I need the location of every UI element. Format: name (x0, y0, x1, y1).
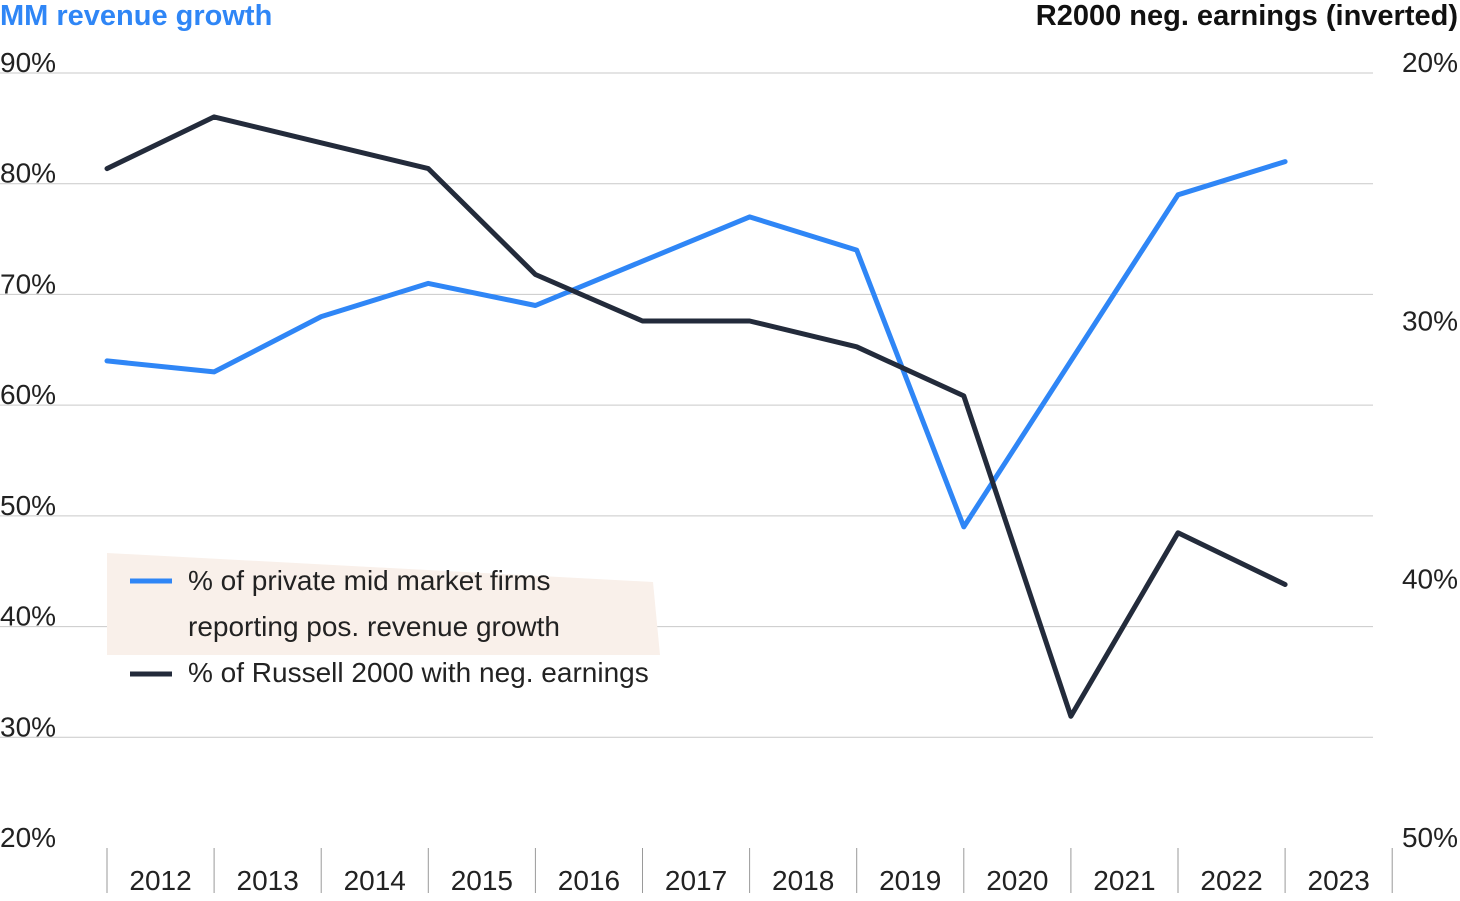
x-tick-label: 2012 (129, 865, 191, 896)
series-line (104, 114, 1288, 719)
left-axis-ticks: 90% 80% 70% 60% 50% 40% 30% 20% (0, 47, 56, 853)
legend-label: % of Russell 2000 with neg. earnings (188, 657, 649, 688)
left-axis-title: MM revenue growth (0, 0, 273, 32)
x-tick-label: 2021 (1093, 865, 1155, 896)
right-tick-label: 40% (1402, 564, 1458, 595)
x-tick-label: 2023 (1308, 865, 1370, 896)
legend-label: reporting pos. revenue growth (188, 611, 560, 642)
left-tick-label: 20% (0, 822, 56, 853)
x-tick-label: 2019 (879, 865, 941, 896)
left-tick-label: 30% (0, 711, 56, 742)
left-tick-label: 60% (0, 379, 56, 410)
x-tick-label: 2020 (986, 865, 1048, 896)
legend-label: % of private mid market firms (188, 565, 551, 596)
legend: % of private mid market firms reporting p… (107, 553, 660, 688)
x-tick-label: 2013 (237, 865, 299, 896)
left-tick-label: 50% (0, 490, 56, 521)
x-tick-label: 2018 (772, 865, 834, 896)
left-tick-label: 90% (0, 47, 56, 78)
left-tick-label: 40% (0, 601, 56, 632)
x-tick-label: 2014 (344, 865, 406, 896)
x-tick-label: 2015 (451, 865, 513, 896)
right-tick-label: 50% (1402, 822, 1458, 853)
x-tick-label: 2016 (558, 865, 620, 896)
legend-background (107, 553, 660, 655)
right-tick-label: 20% (1402, 47, 1458, 78)
series-lines (104, 114, 1288, 719)
left-tick-label: 70% (0, 268, 56, 299)
right-axis-ticks: 20% 30% 40% 50% (1402, 47, 1458, 853)
x-axis: 2012 2013 2014 2015 2016 2017 2018 2019 2020 2021… (106, 848, 1393, 896)
right-tick-label: 30% (1402, 305, 1458, 336)
left-tick-label: 80% (0, 158, 56, 189)
x-tick-label: 2022 (1200, 865, 1262, 896)
right-axis-title: R2000 neg. earnings (inverted) (1035, 0, 1458, 32)
series-line (104, 159, 1288, 530)
x-tick-label: 2017 (665, 865, 727, 896)
